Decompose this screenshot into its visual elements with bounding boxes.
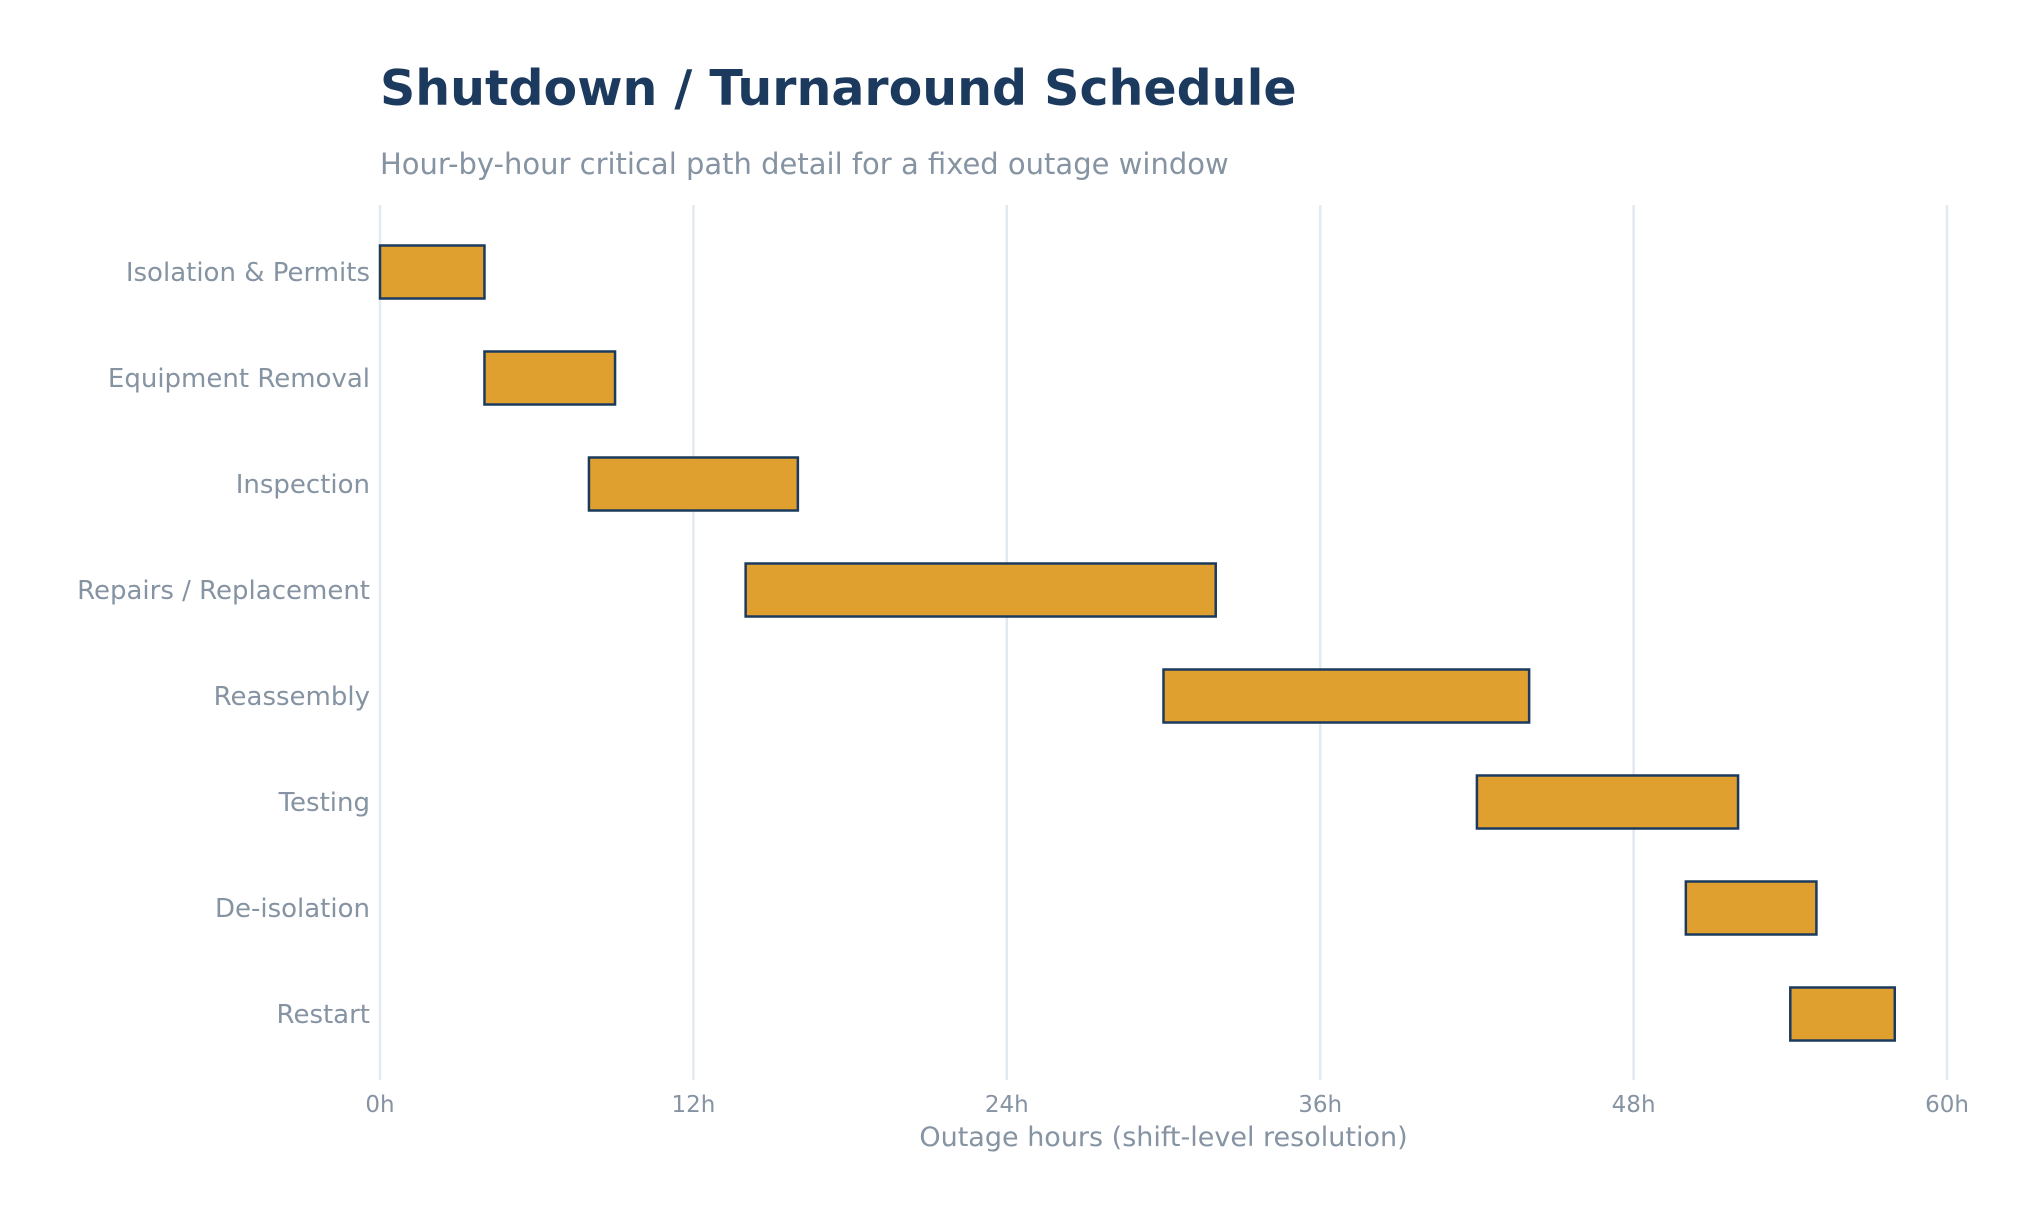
- x-axis-label: Outage hours (shift-level resolution): [919, 1122, 1407, 1153]
- task-label: Inspection: [236, 470, 370, 500]
- x-tick-label: 12h: [671, 1092, 715, 1118]
- x-tick-label: 60h: [1925, 1092, 1969, 1118]
- x-tick-label: 24h: [985, 1092, 1029, 1118]
- task-label: Repairs / Replacement: [77, 576, 370, 606]
- task-bar: [587, 456, 800, 512]
- task-label: Reassembly: [214, 682, 370, 712]
- task-bars: [378, 244, 1897, 1042]
- x-tick-label: 0h: [365, 1092, 394, 1118]
- task-label: De-isolation: [215, 894, 370, 924]
- task-bar: [483, 350, 617, 406]
- task-bar: [1789, 986, 1897, 1042]
- task-bar: [1475, 774, 1740, 830]
- task-bar: [744, 562, 1217, 618]
- chart-title: Shutdown / Turnaround Schedule: [380, 60, 1297, 117]
- task-label: Equipment Removal: [108, 364, 370, 394]
- gridlines: [378, 205, 1949, 1080]
- chart-subtitle: Hour-by-hour critical path detail for a …: [380, 147, 1229, 181]
- task-labels: Isolation & Permits Equipment Removal Insp…: [77, 258, 370, 1030]
- task-bar: [1162, 668, 1531, 724]
- task-label: Restart: [277, 1000, 370, 1030]
- task-label: Testing: [278, 788, 370, 818]
- x-tick-label: 36h: [1298, 1092, 1342, 1118]
- task-bar: [1684, 880, 1818, 936]
- task-bar: [378, 244, 486, 300]
- x-tick-labels: 0h 12h 24h 36h 48h 60h: [365, 1092, 1969, 1118]
- task-label: Isolation & Permits: [126, 258, 370, 288]
- x-tick-label: 48h: [1612, 1092, 1656, 1118]
